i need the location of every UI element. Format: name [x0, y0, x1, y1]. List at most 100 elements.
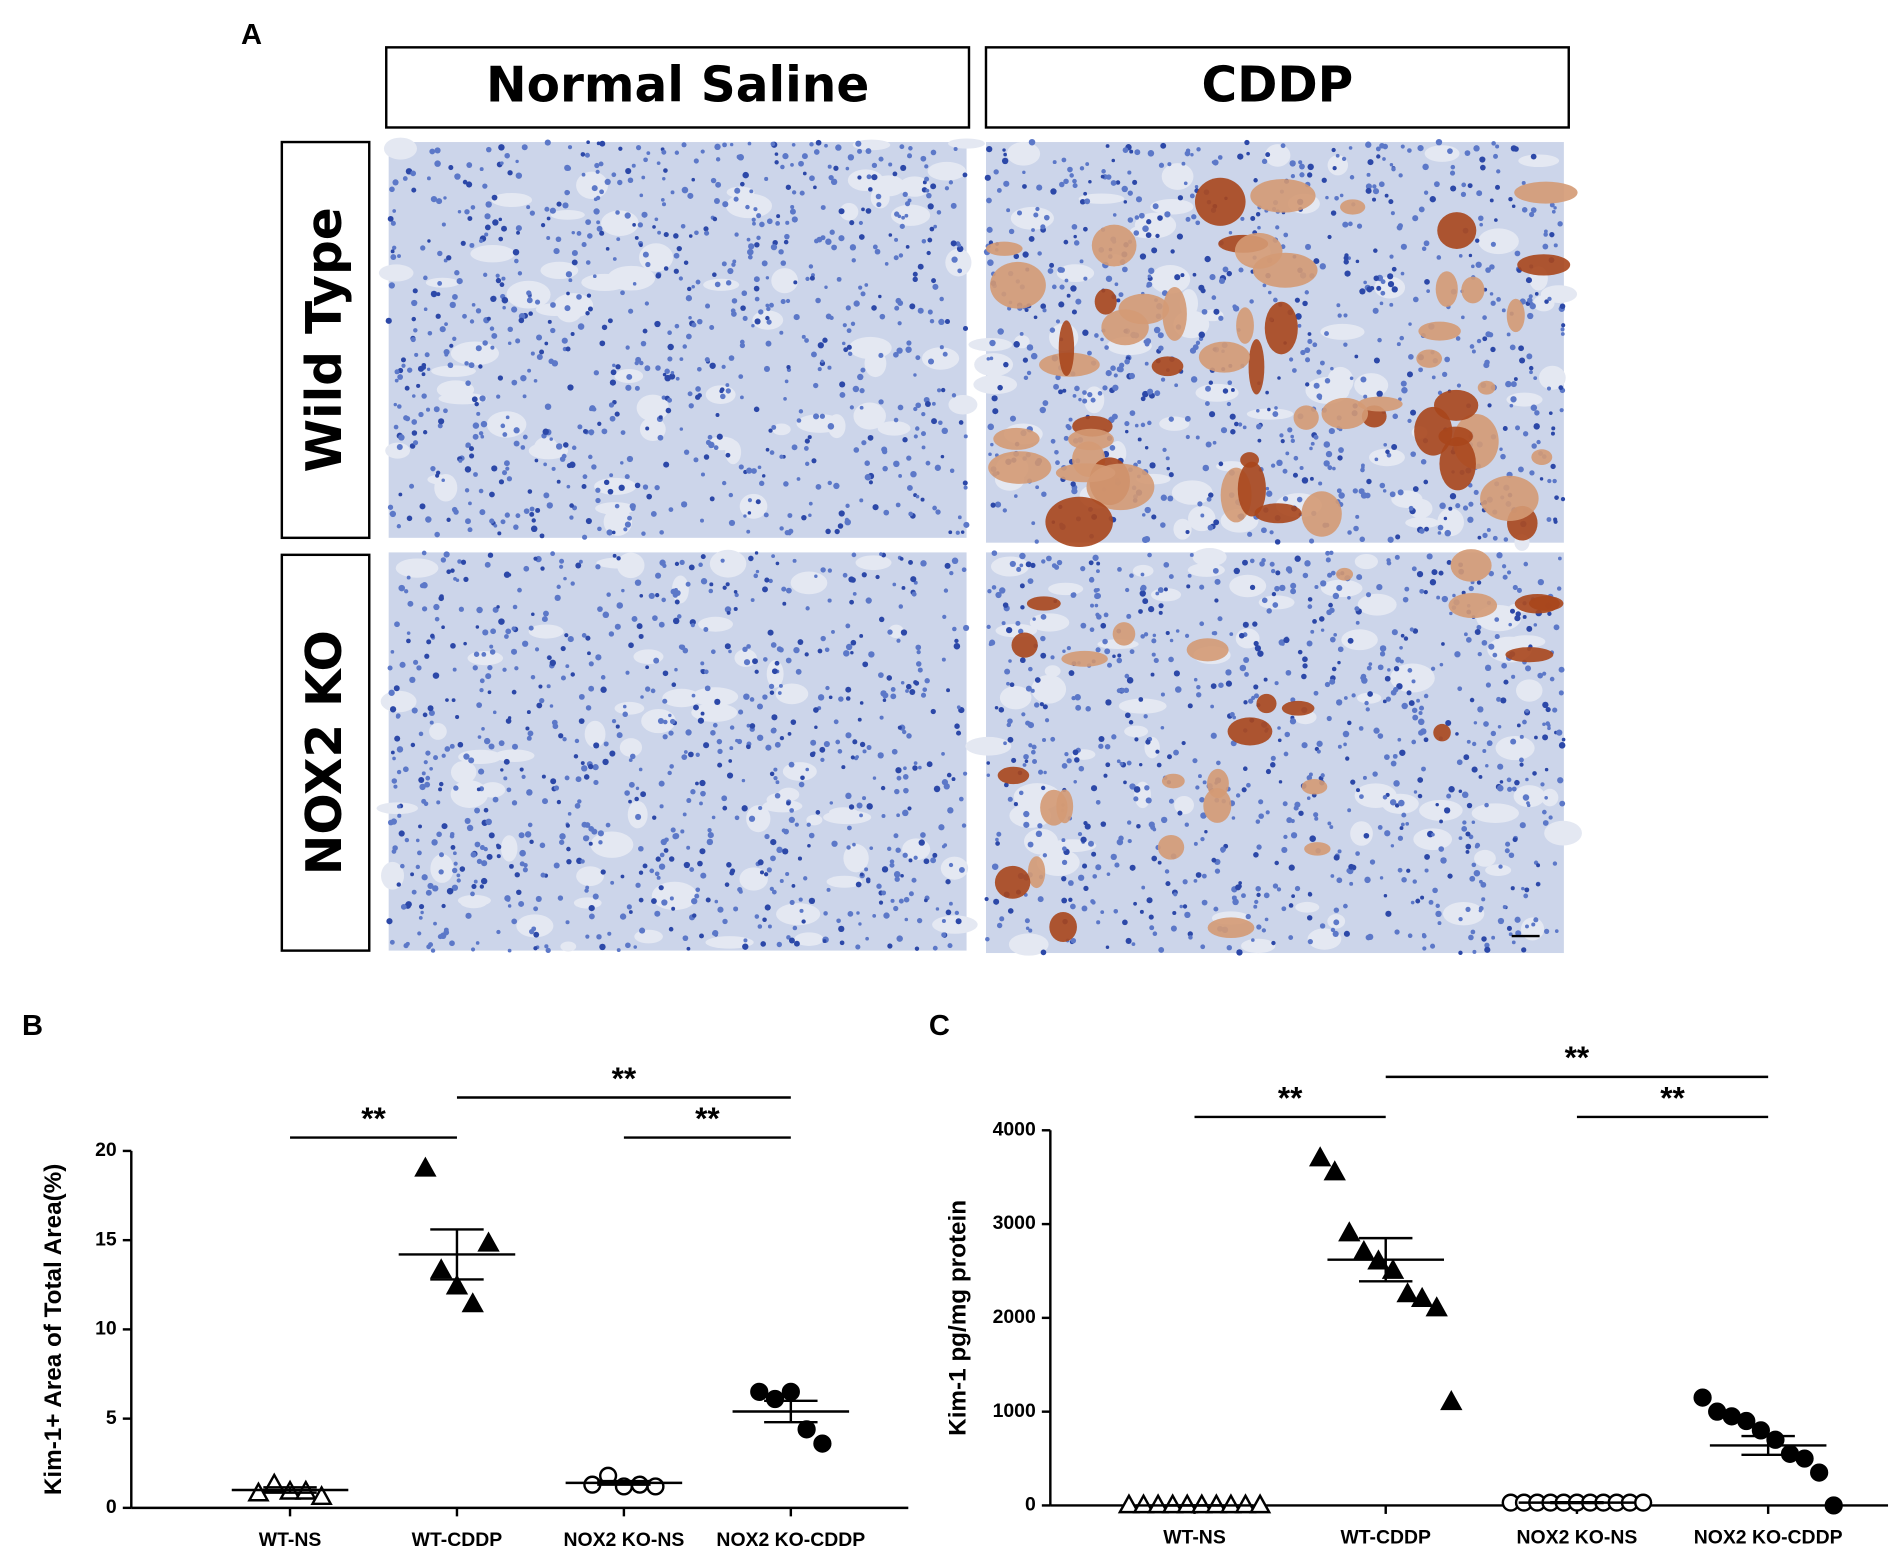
nucleus: [1558, 385, 1564, 391]
nucleus: [991, 585, 997, 590]
nucleus: [657, 717, 664, 725]
nucleus: [1530, 153, 1537, 160]
nucleus: [434, 531, 440, 538]
stain: [1161, 773, 1185, 789]
nucleus: [1030, 352, 1038, 360]
tubule: [460, 896, 488, 909]
nucleus: [1257, 225, 1261, 230]
nucleus: [1134, 215, 1140, 220]
nucleus: [588, 661, 594, 667]
nucleus: [1200, 944, 1206, 950]
nucleus: [1297, 323, 1302, 328]
nucleus: [722, 805, 728, 811]
nucleus: [1139, 586, 1145, 592]
nucleus: [562, 202, 569, 209]
nucleus: [481, 651, 487, 657]
nucleus: [724, 643, 731, 650]
nucleus: [1343, 742, 1347, 747]
nucleus: [1284, 731, 1291, 738]
nucleus: [1282, 801, 1288, 807]
nucleus: [884, 262, 889, 266]
nucleus: [1321, 177, 1327, 183]
data-point: [1410, 1286, 1434, 1307]
nucleus: [724, 606, 732, 613]
nucleus: [638, 845, 644, 852]
nucleus: [892, 171, 898, 177]
nucleus: [396, 769, 402, 775]
nucleus: [1061, 859, 1068, 866]
nucleus: [578, 693, 585, 700]
nucleus: [961, 823, 967, 828]
nucleus: [1313, 434, 1319, 440]
nucleus: [464, 209, 470, 215]
nucleus: [1195, 220, 1201, 226]
nucleus: [462, 313, 467, 319]
nucleus: [1337, 646, 1344, 653]
nucleus: [755, 499, 761, 505]
nucleus: [1079, 166, 1085, 171]
nucleus: [1542, 734, 1549, 741]
nucleus: [501, 470, 508, 476]
nucleus: [691, 177, 696, 182]
nucleus: [1087, 391, 1093, 398]
nucleus: [1307, 332, 1312, 336]
nucleus: [815, 484, 822, 490]
nucleus: [933, 224, 937, 229]
nucleus: [1556, 729, 1563, 736]
nucleus: [596, 225, 603, 232]
tubule: [948, 395, 978, 415]
nucleus: [387, 665, 393, 671]
nucleus: [1506, 777, 1512, 783]
nucleus: [1079, 198, 1086, 205]
nucleus: [602, 611, 610, 619]
nucleus: [924, 678, 930, 684]
tubule: [431, 365, 476, 377]
nucleus: [466, 162, 473, 168]
nucleus: [877, 752, 884, 759]
nucleus: [397, 813, 402, 818]
nucleus: [1364, 492, 1371, 499]
nucleus: [599, 230, 605, 236]
nucleus: [703, 454, 710, 460]
nucleus: [785, 184, 792, 190]
nucleus: [656, 161, 661, 166]
nucleus: [484, 561, 491, 568]
nucleus: [561, 337, 568, 344]
nucleus: [1536, 439, 1541, 445]
nucleus: [505, 718, 512, 724]
nucleus: [1095, 592, 1102, 599]
nucleus: [1397, 737, 1402, 742]
nucleus: [1051, 284, 1057, 290]
nucleus: [888, 233, 893, 237]
nucleus: [1080, 566, 1086, 572]
nucleus: [687, 286, 692, 292]
nucleus: [657, 434, 664, 441]
nucleus: [872, 914, 877, 918]
nucleus: [1438, 570, 1444, 576]
nucleus: [958, 420, 964, 425]
nucleus: [1226, 945, 1232, 951]
nucleus: [801, 334, 806, 339]
nucleus: [808, 832, 815, 839]
nucleus: [1484, 946, 1491, 953]
nucleus: [770, 141, 776, 147]
nucleus: [1170, 249, 1175, 254]
nucleus: [399, 661, 406, 668]
nucleus: [578, 718, 585, 724]
nucleus: [894, 876, 900, 882]
nucleus: [1126, 760, 1132, 766]
nucleus: [770, 838, 777, 846]
nucleus: [1551, 209, 1556, 214]
nucleus: [913, 434, 918, 439]
nucleus: [930, 149, 937, 156]
nucleus: [1446, 793, 1452, 799]
nucleus: [1030, 562, 1036, 568]
nucleus: [1508, 852, 1515, 859]
nucleus: [1449, 493, 1457, 500]
nucleus: [799, 190, 805, 196]
nucleus: [1372, 188, 1380, 195]
nucleus: [1225, 680, 1233, 687]
nucleus: [1349, 175, 1355, 180]
nucleus: [1457, 686, 1463, 692]
nucleus: [1175, 629, 1180, 633]
